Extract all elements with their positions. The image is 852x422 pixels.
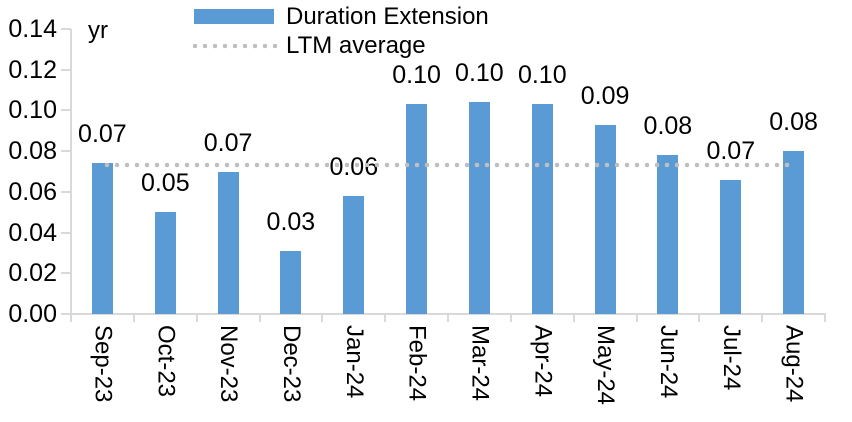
x-tick xyxy=(761,314,764,322)
x-tick xyxy=(132,314,135,322)
bar xyxy=(154,212,176,314)
bar-value-label: 0.08 xyxy=(643,112,693,141)
x-tick xyxy=(384,314,387,322)
bar xyxy=(657,155,679,314)
x-tick xyxy=(824,314,826,322)
bar-value-label: 0.05 xyxy=(140,169,190,198)
y-tick xyxy=(61,109,71,112)
legend-label-ltm-average: LTM average xyxy=(286,31,426,59)
y-tick xyxy=(61,313,71,315)
bar-value-label: 0.07 xyxy=(78,120,127,149)
y-axis-line xyxy=(70,29,72,314)
x-tick xyxy=(321,314,324,322)
bar xyxy=(91,163,113,314)
bar xyxy=(468,102,490,314)
y-axis-unit-label: yr xyxy=(88,17,108,44)
legend-item-ltm-average: LTM average xyxy=(190,31,489,60)
x-category-label: Mar-24 xyxy=(466,325,494,402)
legend-dotted-line-swatch-icon xyxy=(190,42,278,49)
bar-value-label: 0.03 xyxy=(266,207,316,236)
x-category-label: Oct-23 xyxy=(152,325,180,398)
y-tick-label: 0.04 xyxy=(8,218,57,247)
x-tick xyxy=(509,314,512,322)
x-tick xyxy=(195,314,198,322)
y-tick-label: 0.00 xyxy=(8,300,57,328)
legend-swatch-wrap xyxy=(190,42,278,49)
x-tick xyxy=(258,314,261,322)
bar xyxy=(343,195,365,314)
bar-value-label: 0.07 xyxy=(706,136,756,165)
y-tick xyxy=(61,231,71,234)
y-tick-label: 0.10 xyxy=(8,96,57,125)
legend-label-duration-extension: Duration Extension xyxy=(286,2,489,30)
x-category-label: Jul-24 xyxy=(717,325,745,391)
x-tick xyxy=(635,314,638,322)
bar xyxy=(406,104,428,314)
y-tick xyxy=(61,28,71,30)
bar-value-label: 0.10 xyxy=(517,61,567,90)
legend-swatch-wrap xyxy=(190,9,278,24)
x-category-label: Aug-24 xyxy=(780,325,808,403)
bar-value-label: 0.07 xyxy=(203,128,253,157)
bar-value-label: 0.08 xyxy=(769,108,818,137)
x-category-label: Jun-24 xyxy=(654,325,682,399)
bar xyxy=(594,124,616,314)
x-category-label: Jan-24 xyxy=(340,325,368,399)
x-category-label: Dec-23 xyxy=(277,325,305,403)
x-category-label: Apr-24 xyxy=(529,325,557,398)
bar-value-label: 0.10 xyxy=(392,61,441,90)
y-tick xyxy=(61,190,71,193)
legend-item-duration-extension: Duration Extension xyxy=(190,2,489,31)
x-tick xyxy=(572,314,575,322)
bar-value-label: 0.09 xyxy=(580,81,630,110)
legend-bar-swatch-icon xyxy=(194,9,274,24)
x-tick xyxy=(698,314,701,322)
bar xyxy=(280,250,302,314)
y-tick-label: 0.12 xyxy=(8,55,57,84)
x-tick xyxy=(70,314,72,322)
bar xyxy=(531,104,553,314)
ltm-average-line xyxy=(102,162,794,169)
y-tick xyxy=(61,150,71,153)
y-tick-label: 0.08 xyxy=(8,137,57,166)
y-tick xyxy=(61,272,71,275)
y-tick xyxy=(61,68,71,71)
x-category-label: May-24 xyxy=(592,325,620,406)
bar xyxy=(217,171,239,314)
y-tick-label: 0.14 xyxy=(8,15,57,43)
y-tick-label: 0.02 xyxy=(8,259,57,288)
x-category-label: Nov-23 xyxy=(215,325,243,403)
legend: Duration Extension LTM average xyxy=(190,2,489,60)
x-tick xyxy=(447,314,449,322)
bar-value-label: 0.10 xyxy=(455,59,504,88)
bar xyxy=(783,151,805,314)
y-tick-label: 0.06 xyxy=(8,177,57,206)
x-category-label: Sep-23 xyxy=(89,325,117,403)
bar xyxy=(720,179,742,314)
x-category-label: Feb-24 xyxy=(403,325,431,402)
